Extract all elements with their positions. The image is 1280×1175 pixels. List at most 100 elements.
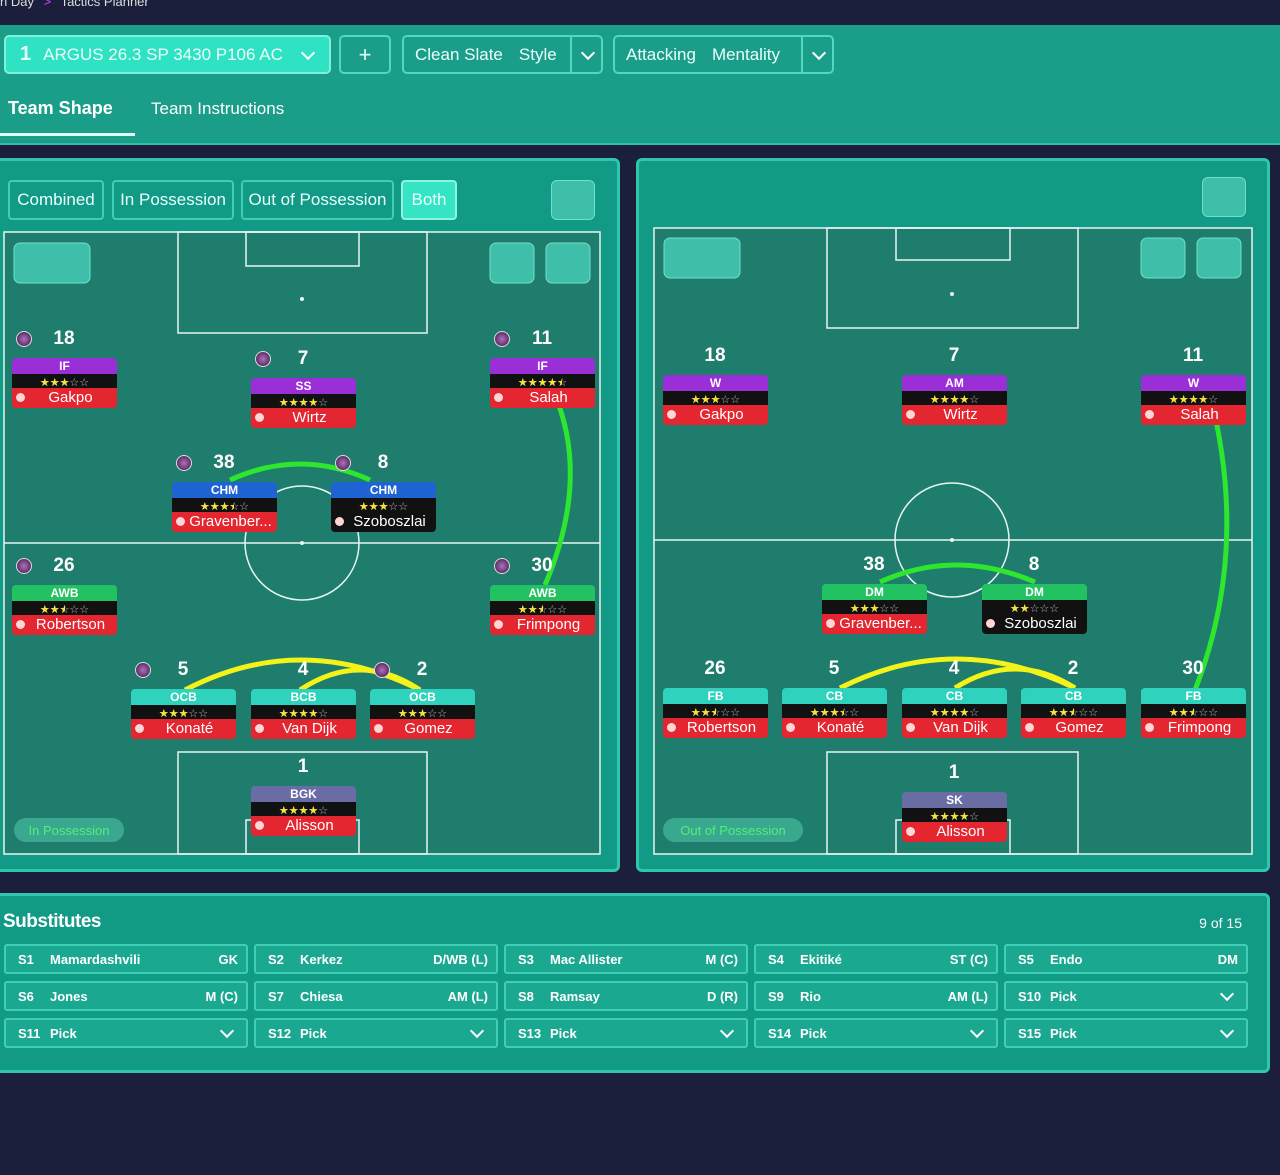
substitute-slot[interactable]: S14 Pick xyxy=(754,1018,998,1048)
mentality-value: Attacking xyxy=(626,44,696,64)
slot-number: S1 xyxy=(18,951,34,967)
settings-button[interactable] xyxy=(1202,177,1246,217)
dropdown-arrow xyxy=(719,1023,735,1039)
player-card[interactable]: IF Salah xyxy=(490,358,595,408)
player-icon xyxy=(494,331,510,347)
player-card[interactable]: CHM Szoboszlai xyxy=(331,482,436,532)
substitute-slot[interactable]: S4 Ekitiké ST (C) xyxy=(754,944,998,974)
player-name: Gakpo xyxy=(663,405,768,425)
jersey-number: 2 xyxy=(1067,658,1079,679)
player-role: W xyxy=(1141,375,1246,391)
player-name: Robertson xyxy=(12,615,117,635)
jersey-number: 2 xyxy=(416,659,428,680)
substitute-slot[interactable]: S10 Pick xyxy=(1004,981,1248,1011)
substitute-slot[interactable]: S2 Kerkez D/WB (L) xyxy=(254,944,498,974)
star-row xyxy=(982,600,1087,614)
player-role: FB xyxy=(1141,688,1246,704)
substitute-slot[interactable]: S7 Chiesa AM (L) xyxy=(254,981,498,1011)
player-card[interactable]: AM Wirtz xyxy=(902,375,1007,425)
star-row xyxy=(251,802,356,816)
jersey-number: 5 xyxy=(828,658,840,679)
tab[interactable]: Team Shape xyxy=(8,98,113,118)
player-card[interactable]: DM Gravenber... xyxy=(822,584,927,634)
jersey-number: 30 xyxy=(531,555,553,576)
player-card[interactable]: OCB Konaté xyxy=(131,689,236,739)
player-card[interactable]: AWB Robertson xyxy=(12,585,117,635)
player-name: Konaté xyxy=(782,718,887,738)
player-name: Gomez xyxy=(1021,718,1126,738)
player-card[interactable]: IF Gakpo xyxy=(12,358,117,408)
player-card[interactable]: CB Konaté xyxy=(782,688,887,738)
player-icon xyxy=(494,558,510,574)
player-role: BCB xyxy=(251,689,356,705)
player-name: Salah xyxy=(490,388,595,408)
player-role: AWB xyxy=(12,585,117,601)
player-card[interactable]: SS Wirtz xyxy=(251,378,356,428)
tactic-select[interactable]: 1 ARGUS 26.3 SP 3430 P106 AC xyxy=(4,35,331,74)
player-card[interactable]: SK Alisson xyxy=(902,792,1007,842)
player-card[interactable]: FB Frimpong xyxy=(1141,688,1246,738)
star-row xyxy=(172,498,277,512)
dropdown-arrow xyxy=(1219,986,1235,1002)
breadcrumb-item[interactable]: n Day xyxy=(0,0,34,9)
star-row xyxy=(370,705,475,719)
player-position: M (C) xyxy=(705,951,739,967)
substitute-slot[interactable]: S13 Pick xyxy=(504,1018,748,1048)
player-card[interactable]: W Salah xyxy=(1141,375,1246,425)
mentality-select[interactable]: Attacking Mentality xyxy=(613,35,834,74)
player-card[interactable]: W Gakpo xyxy=(663,375,768,425)
player-role: SS xyxy=(251,378,356,394)
player-card[interactable]: OCB Gomez xyxy=(370,689,475,739)
star-row xyxy=(663,704,768,718)
player-name: Gravenber... xyxy=(172,512,277,532)
player-card[interactable]: FB Robertson xyxy=(663,688,768,738)
substitute-slot[interactable]: S1 Mamardashvili GK xyxy=(4,944,248,974)
jersey-number: 8 xyxy=(377,452,389,473)
jersey-number: 30 xyxy=(1182,658,1204,679)
player-role: W xyxy=(663,375,768,391)
add-tactic[interactable]: + xyxy=(339,35,391,74)
substitute-slot[interactable]: S15 Pick xyxy=(1004,1018,1248,1048)
player-role: AWB xyxy=(490,585,595,601)
substitute-slot[interactable]: S8 Ramsay D (R) xyxy=(504,981,748,1011)
player-role: SK xyxy=(902,792,1007,808)
player-role: OCB xyxy=(131,689,236,705)
breadcrumb-item[interactable]: Tactics Planner xyxy=(60,0,149,9)
substitute-slot[interactable]: S12 Pick xyxy=(254,1018,498,1048)
player-name: Van Dijk xyxy=(902,718,1007,738)
player-card[interactable]: BGK Alisson xyxy=(251,786,356,836)
player-role: CB xyxy=(902,688,1007,704)
player-card[interactable]: BCB Van Dijk xyxy=(251,689,356,739)
view-tab[interactable]: Out of Possession xyxy=(241,180,394,220)
player-icon xyxy=(16,558,32,574)
player-card[interactable]: AWB Frimpong xyxy=(490,585,595,635)
player-name: Frimpong xyxy=(490,615,595,635)
tactic-number: 1 xyxy=(20,43,32,65)
player-card[interactable]: CB Gomez xyxy=(1021,688,1126,738)
style-select[interactable]: Clean Slate Style xyxy=(402,35,603,74)
substitute-slot[interactable]: S5 Endo DM xyxy=(1004,944,1248,974)
slot-number: S13 xyxy=(518,1025,542,1041)
substitute-slot[interactable]: S6 Jones M (C) xyxy=(4,981,248,1011)
settings-button[interactable] xyxy=(551,180,595,220)
tab[interactable]: Team Instructions xyxy=(151,99,285,118)
player-name: Szoboszlai xyxy=(982,614,1087,634)
player-card[interactable]: CB Van Dijk xyxy=(902,688,1007,738)
substitute-slot[interactable]: S9 Rio AM (L) xyxy=(754,981,998,1011)
slot-number: S8 xyxy=(518,988,534,1004)
view-tab[interactable]: Both xyxy=(401,180,457,220)
substitute-slot[interactable]: S3 Mac Allister M (C) xyxy=(504,944,748,974)
view-tab[interactable]: Combined xyxy=(8,180,104,220)
player-name: Gravenber... xyxy=(822,614,927,634)
view-tab[interactable]: In Possession xyxy=(112,180,234,220)
jersey-number: 11 xyxy=(1182,345,1204,366)
slot-number: S11 xyxy=(18,1025,41,1041)
slot-number: S14 xyxy=(768,1025,792,1041)
substitute-slot[interactable]: S11 Pick xyxy=(4,1018,248,1048)
player-role: BGK xyxy=(251,786,356,802)
dropdown-arrow xyxy=(1219,1023,1235,1039)
player-card[interactable]: CHM Gravenber... xyxy=(172,482,277,532)
slot-number: S6 xyxy=(18,988,34,1004)
player-card[interactable]: DM Szoboszlai xyxy=(982,584,1087,634)
